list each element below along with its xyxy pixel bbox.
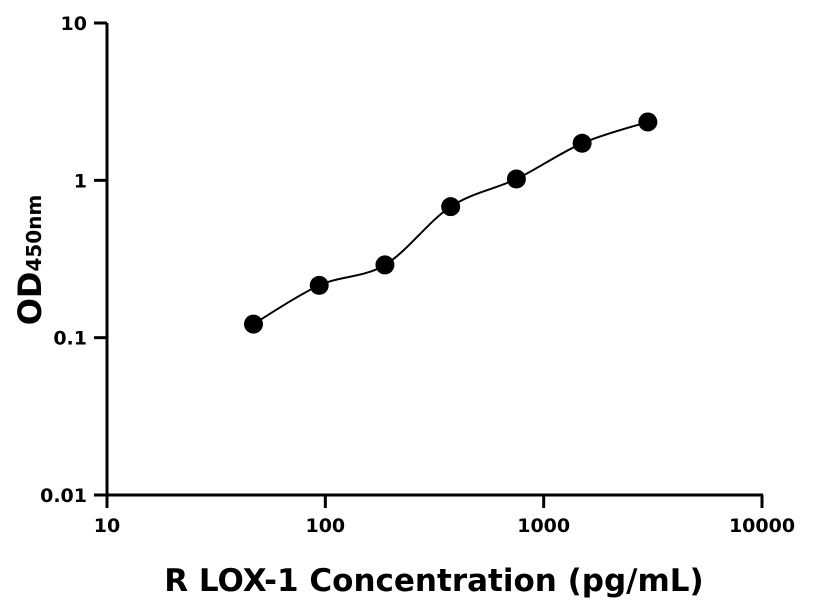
y-tick-label: 0.01 bbox=[40, 485, 87, 507]
y-axis-label-main: OD bbox=[11, 272, 49, 326]
data-point bbox=[506, 169, 526, 189]
data-points bbox=[243, 112, 658, 334]
y-tick-label: 1 bbox=[74, 170, 87, 192]
data-point bbox=[309, 275, 329, 295]
x-tick-label: 10 bbox=[94, 515, 120, 537]
x-tick-label: 10000 bbox=[729, 515, 795, 537]
data-point bbox=[441, 197, 461, 217]
y-ticks: 0.01 0.1 1 10 bbox=[40, 13, 107, 507]
y-axis-label: OD450nm bbox=[11, 195, 49, 326]
x-tick-label: 100 bbox=[305, 515, 345, 537]
y-tick-label: 10 bbox=[61, 13, 87, 35]
x-axis-label: R LOX-1 Concentration (pg/mL) bbox=[164, 563, 703, 599]
y-tick-label: 0.1 bbox=[53, 328, 87, 350]
x-ticks: 10 100 1000 10000 bbox=[94, 495, 795, 537]
data-point bbox=[375, 255, 395, 275]
x-tick-label: 1000 bbox=[517, 515, 570, 537]
fit-curve bbox=[252, 121, 649, 325]
data-point bbox=[243, 314, 263, 334]
data-point bbox=[572, 133, 592, 153]
y-axis-label-sub: 450nm bbox=[22, 195, 46, 272]
data-point bbox=[638, 112, 658, 132]
axes bbox=[105, 23, 763, 497]
